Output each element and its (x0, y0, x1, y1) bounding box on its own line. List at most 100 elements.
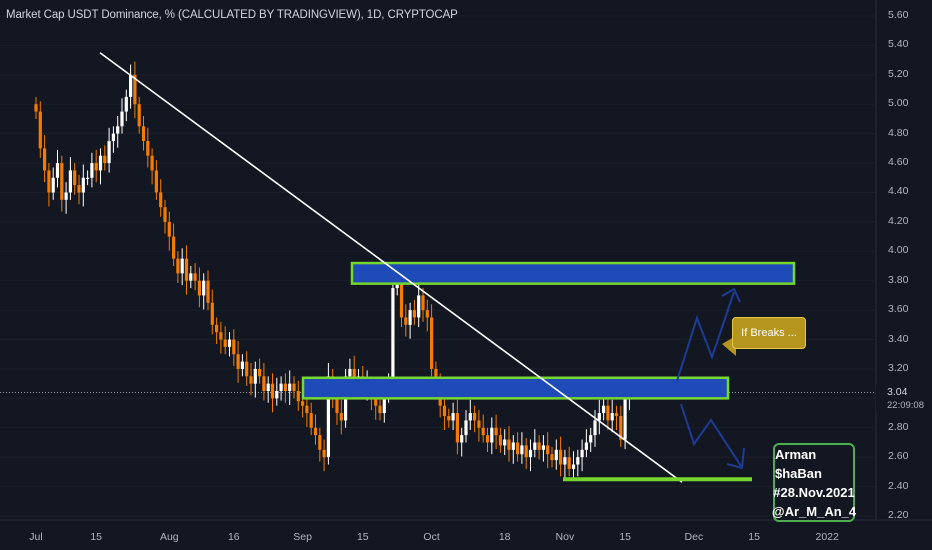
bullish-path-arrow[interactable] (676, 291, 735, 382)
if-breaks-callout[interactable]: If Breaks ... (732, 317, 806, 349)
candle-body (593, 420, 597, 436)
candle-body (223, 339, 227, 347)
candle-body (550, 454, 554, 461)
candle-body (498, 435, 502, 446)
candle-body (412, 310, 416, 318)
candle-body (417, 295, 421, 318)
candle-body (81, 177, 85, 193)
bearish-arrow-head (726, 447, 745, 470)
candle-body (43, 148, 47, 171)
candle-body (623, 398, 627, 440)
price-tick-label: 3.40 (888, 332, 909, 345)
price-tick-label: 2.80 (888, 420, 909, 433)
candle-body (154, 170, 158, 193)
candle-body (589, 435, 593, 443)
candle-body (193, 273, 197, 281)
candle-body (64, 192, 68, 200)
price-tick-label: 3.20 (888, 361, 909, 374)
candle-body (68, 170, 72, 193)
candle-body (232, 339, 236, 355)
candle-body (374, 398, 378, 406)
price-tick-label: 4.80 (888, 126, 909, 139)
candle-body (442, 405, 447, 416)
candle-body (619, 416, 623, 440)
candle-body (524, 445, 528, 458)
candle-body (47, 170, 51, 193)
candle-body (610, 413, 614, 421)
candle-body (292, 383, 296, 391)
candle-body (537, 442, 541, 450)
candle-body (460, 435, 464, 443)
candle-body (511, 442, 515, 450)
candle-body (296, 391, 300, 402)
candle-body (335, 398, 339, 414)
candle-body (520, 445, 524, 455)
candle-body (266, 383, 270, 391)
time-tick-label: 15 (90, 531, 103, 543)
candle-body (580, 449, 584, 458)
candle-body (584, 442, 588, 450)
candle-body (150, 155, 154, 171)
candle-body (464, 420, 468, 436)
candle-body (305, 405, 309, 414)
candle-countdown: 22:09:08 (887, 400, 924, 411)
candle-body (133, 74, 137, 105)
price-tick-label: 2.40 (888, 479, 909, 492)
candle-body (528, 449, 533, 458)
candle-body (322, 449, 326, 458)
candle-body (275, 391, 279, 399)
candle-body (434, 368, 438, 384)
price-tick-label: 4.20 (888, 214, 909, 227)
candle-body (571, 464, 576, 469)
price-tick-label: 3.60 (888, 303, 909, 316)
candle-body (86, 177, 90, 179)
descending-trendline[interactable] (99, 52, 683, 483)
candle-body (430, 317, 434, 369)
price-tick-label: 2.20 (888, 509, 909, 521)
lower-resistance-zone[interactable] (301, 376, 730, 400)
candle-body (124, 96, 128, 112)
candle-body (240, 361, 244, 369)
candle-body (103, 155, 107, 164)
time-tick-label: Dec (684, 531, 704, 543)
candle-body (301, 401, 305, 406)
upper-resistance-zone[interactable] (350, 261, 796, 285)
time-tick-label: 2022 (815, 531, 839, 543)
candle-body (348, 368, 352, 377)
candle-body (270, 383, 275, 399)
candle-body (236, 354, 240, 369)
candle-body (197, 280, 201, 296)
time-tick-label: 16 (227, 531, 240, 543)
candle-body (309, 413, 313, 428)
candle-body (352, 368, 356, 384)
candle-body (163, 207, 167, 222)
price-tick-label: 5.40 (888, 38, 909, 51)
candle-body (481, 427, 485, 436)
candle-body (507, 439, 511, 450)
candle-body (485, 435, 490, 443)
candle-body (602, 405, 606, 414)
author-signature: Arman $haBan #28.Nov.2021 @Ar_M_An_4 (772, 443, 856, 522)
candle-body (408, 310, 412, 325)
candle-body (189, 273, 193, 281)
candle-body (283, 383, 287, 391)
price-tick-label: 3.80 (888, 273, 909, 286)
candle-body (215, 324, 219, 333)
time-tick-label: Nov (555, 531, 575, 543)
candle-body (447, 416, 451, 421)
bearish-path-arrow[interactable] (680, 403, 742, 467)
candle-body (533, 442, 537, 450)
price-tick-label: 5.20 (888, 67, 909, 80)
candle-body (391, 288, 395, 384)
candle-body (219, 332, 223, 340)
candle-body (262, 376, 266, 391)
candle-body (34, 104, 38, 112)
candle-body (129, 74, 133, 97)
candle-body (176, 258, 180, 274)
time-tick-label: 15 (619, 531, 631, 543)
candle-body (567, 457, 571, 469)
candle-body (90, 163, 94, 178)
time-tick-label: 18 (498, 531, 511, 543)
candle-body (137, 104, 141, 127)
